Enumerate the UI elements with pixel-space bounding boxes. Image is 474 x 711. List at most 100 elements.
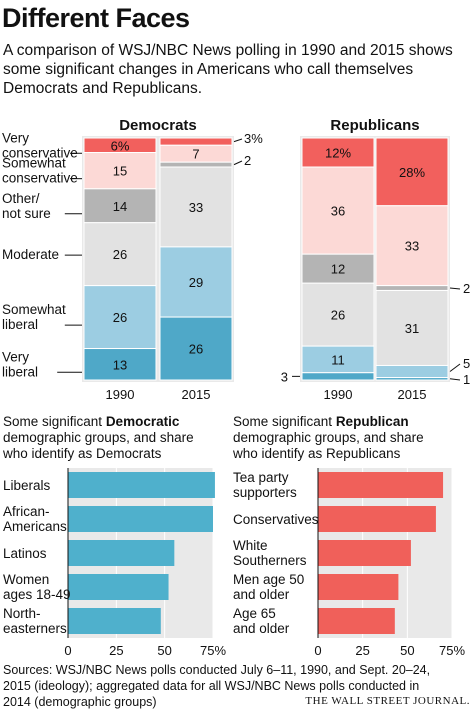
dem-legend-label-very_conservative: conservative [2, 145, 78, 160]
rep-groups-category-label-2: White [233, 538, 268, 553]
dem-segment-somewhat_conservative-1990 [83, 152, 157, 190]
rep-data-label-very_conservative-1990: 12% [325, 146, 351, 161]
rep-segment-other-1990 [301, 253, 375, 284]
dem-groups-intro: Some significant Democratic demographic g… [2, 414, 194, 461]
dem-groups-bar-2 [68, 540, 175, 566]
publisher-credit: THE WALL STREET JOURNAL. [305, 695, 470, 707]
rep-segment-somewhat_conservative-2015 [375, 205, 449, 287]
dem-groups-category-label-2: Latinos [3, 546, 47, 561]
dem-groups-x-tick-1: 25 [109, 643, 123, 658]
rep-callout-line-other [449, 287, 461, 290]
rep-groups-x-tick-0: 0 [314, 643, 321, 658]
rep-data-label-somewhat_conservative-2015: 33 [405, 239, 419, 254]
dem-data-label-very_liberal-2015: 26 [189, 342, 203, 357]
rep-data-label-moderate-2015: 31 [405, 321, 419, 336]
rep-segment-moderate-1990 [301, 282, 375, 347]
rep-data-label-very_liberal-2015: 1 [463, 372, 470, 387]
rep-groups-bar-0 [318, 472, 444, 498]
dem-data-label-very_conservative-2015: 3% [244, 131, 263, 146]
rep-groups-category-label-4: Age 65 [233, 606, 276, 621]
rep-segment-very_conservative-2015 [375, 137, 449, 207]
rep-groups-bar-2 [318, 540, 411, 566]
rep-segment-very_liberal-2015 [375, 377, 449, 381]
dem-groups-x-tick-2: 50 [157, 643, 171, 658]
dem-data-label-somewhat_conservative-2015: 7 [192, 147, 199, 162]
dem-callout-line-very_conservative [233, 138, 243, 143]
dem-callout-line-other [233, 160, 243, 166]
dem-data-label-other-1990: 14 [113, 199, 127, 214]
dem-segment-very_conservative-2015 [159, 137, 233, 146]
dem-groups-category-label-3: Women [3, 572, 49, 587]
rep-groups-bar-4 [318, 608, 395, 634]
rep-groups-category-label-1: Conservatives [233, 512, 319, 527]
rep-segment-moderate-2015 [375, 289, 449, 366]
dem-segment-moderate-2015 [159, 166, 233, 248]
rep-groups-x-tick-3: 75% [439, 643, 465, 658]
dem-legend-label-somewhat_liberal: liberal [2, 317, 38, 332]
dem-legend-label-somewhat_conservative: Somewhat [2, 156, 66, 171]
rep-segment-very_liberal-1990 [301, 372, 375, 381]
source-note: Sources: WSJ/NBC News polls conducted Ju… [3, 663, 431, 709]
dem-x-tick-1990: 1990 [106, 387, 135, 402]
rep-segment-other-2015 [375, 285, 449, 291]
dem-segment-very_liberal-2015 [159, 316, 233, 381]
rep-segment-somewhat_liberal-1990 [301, 345, 375, 374]
dem-legend-label-very_liberal: liberal [2, 364, 38, 379]
rep-data-label-somewhat_liberal-1990: 11 [331, 352, 345, 367]
rep-groups-category-label-3: Men age 50 [233, 572, 304, 587]
dem-data-label-moderate-1990: 26 [113, 247, 127, 262]
dem-groups-category-label-3: ages 18-49 [3, 587, 71, 602]
rep-data-label-very_conservative-2015: 28% [399, 165, 425, 180]
rep-groups-category-label-2: Southerners [233, 553, 307, 568]
rep-callout-line-somewhat_liberal [449, 363, 461, 372]
rep-segment-very_conservative-1990 [301, 137, 375, 168]
rep-groups-x-tick-1: 25 [355, 643, 369, 658]
dem-legend-label-very_liberal: Very [2, 349, 29, 364]
dem-legend-label-other: not sure [2, 206, 51, 221]
rep-callout-line-very_liberal [449, 378, 461, 381]
dem-data-label-somewhat_liberal-2015: 29 [189, 275, 203, 290]
subhead: A comparison of WSJ/NBC News polling in … [3, 42, 453, 97]
dem-legend-label-other: Other/ [2, 191, 40, 206]
dem-data-label-very_conservative-1990: 6% [111, 138, 130, 153]
rep-groups-intro: Some significant Republican demographic g… [232, 414, 424, 461]
dem-title: Democrats [119, 117, 197, 134]
rep-groups-bar-3 [318, 574, 399, 600]
dem-legend-label-somewhat_conservative: conservative [2, 171, 78, 186]
dem-groups-category-label-1: African- [3, 504, 50, 519]
dem-data-label-moderate-2015: 33 [189, 200, 203, 215]
dem-data-label-other-2015: 2 [244, 153, 251, 168]
dem-legend-label-moderate: Moderate [2, 247, 59, 262]
rep-data-label-moderate-1990: 26 [331, 308, 345, 323]
rep-groups-category-label-4: and older [233, 621, 290, 636]
rep-groups-category-label-0: supporters [233, 485, 297, 500]
rep-title: Republicans [330, 117, 419, 134]
dem-groups-category-label-4: North- [3, 606, 41, 621]
rep-data-label-somewhat_conservative-1990: 36 [331, 204, 345, 219]
rep-data-label-other-1990: 12 [331, 262, 345, 277]
dem-groups-x-tick-0: 0 [64, 643, 71, 658]
rep-data-label-other-2015: 2 [463, 281, 470, 296]
rep-groups-bar-1 [318, 506, 436, 532]
dem-x-tick-2015: 2015 [182, 387, 211, 402]
rep-segment-somewhat_liberal-2015 [375, 364, 449, 379]
rep-groups-x-tick-2: 50 [400, 643, 414, 658]
dem-data-label-very_liberal-1990: 13 [113, 357, 127, 372]
dem-groups-bar-1 [68, 506, 213, 532]
dem-segment-other-2015 [159, 161, 233, 168]
dem-groups-bar-4 [68, 608, 161, 634]
dem-segment-other-1990 [83, 188, 157, 224]
dem-groups-category-label-0: Liberals [3, 478, 51, 493]
dem-segment-somewhat_liberal-2015 [159, 246, 233, 318]
dem-groups-bar-3 [68, 574, 169, 600]
dem-segment-somewhat_liberal-1990 [83, 285, 157, 350]
dem-groups-category-label-1: Americans [3, 519, 67, 534]
rep-data-label-somewhat_liberal-2015: 5 [463, 356, 470, 371]
dem-legend-label-very_conservative: Very [2, 130, 29, 145]
dem-groups-bar-0 [68, 472, 215, 498]
dem-segment-very_liberal-1990 [83, 348, 157, 381]
rep-groups-category-label-0: Tea party [233, 470, 289, 485]
headline: Different Faces [2, 3, 190, 33]
rep-groups-category-label-3: and older [233, 587, 290, 602]
